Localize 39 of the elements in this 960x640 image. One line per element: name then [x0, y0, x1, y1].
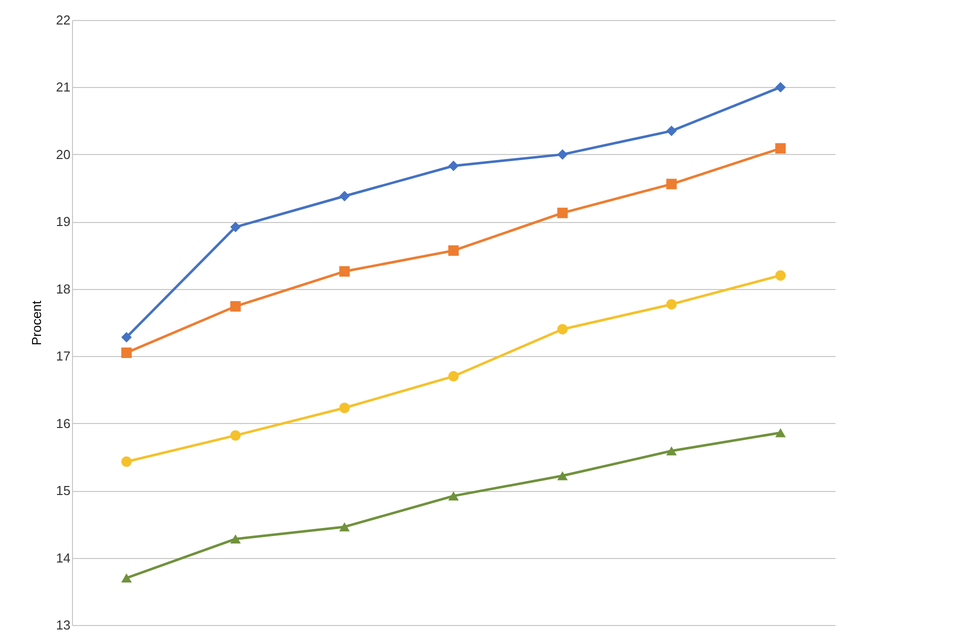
y-tick-label: 21 [56, 80, 70, 95]
point [448, 245, 459, 256]
point [557, 208, 568, 218]
point [339, 266, 350, 277]
point [775, 82, 786, 92]
point [775, 270, 786, 281]
point [557, 324, 568, 334]
point [230, 301, 241, 312]
point [666, 299, 677, 310]
point [121, 456, 132, 467]
point [666, 446, 677, 456]
point [666, 178, 677, 190]
point [448, 371, 459, 382]
point [557, 471, 568, 480]
point [121, 332, 132, 343]
point [339, 402, 350, 414]
y-tick-label: 16 [56, 416, 70, 431]
y-tick-label: 19 [56, 214, 70, 230]
point [121, 348, 132, 358]
point [775, 428, 786, 438]
point [666, 126, 677, 136]
y-tick-label: 14 [56, 550, 70, 566]
point [230, 534, 241, 544]
point [230, 430, 241, 441]
point [775, 143, 786, 154]
point [121, 573, 132, 582]
point [448, 491, 459, 500]
y-tick-label: 20 [56, 146, 70, 162]
point [230, 222, 241, 232]
y-tick-label: 17 [56, 348, 70, 364]
point [557, 149, 568, 160]
y-tick-label: 18 [56, 281, 70, 296]
point [448, 160, 459, 172]
y-axis-title: Procent [29, 300, 44, 346]
y-tick-label: 15 [56, 483, 70, 498]
y-tick-label: 22 [56, 12, 70, 28]
point [339, 522, 350, 532]
y-tick-label: 13 [56, 618, 70, 632]
point [339, 190, 350, 202]
